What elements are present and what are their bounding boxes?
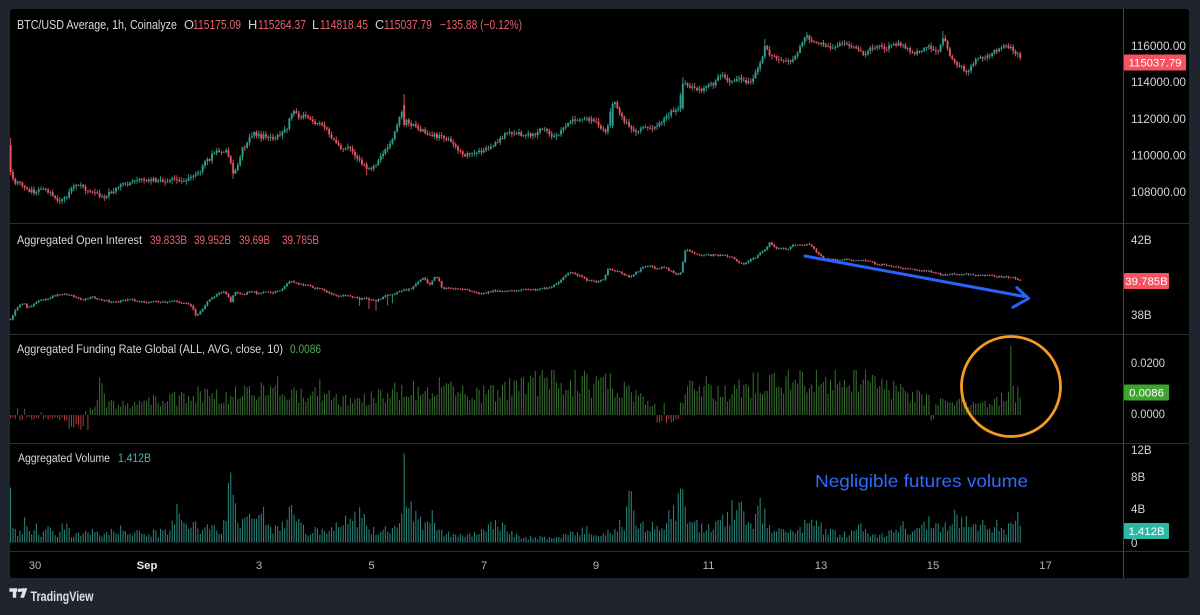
svg-text:O: O [184, 17, 194, 32]
svg-text:BTC/USD Average, 1h, Coinalyze: BTC/USD Average, 1h, Coinalyze [17, 17, 177, 32]
svg-text:13: 13 [815, 560, 828, 572]
svg-text:15: 15 [927, 560, 940, 572]
svg-text:Aggregated Volume: Aggregated Volume [18, 451, 110, 465]
svg-text:39.785B: 39.785B [1125, 276, 1167, 288]
svg-text:17: 17 [1039, 560, 1052, 572]
svg-text:0.0086: 0.0086 [290, 342, 321, 356]
svg-text:115175.09: 115175.09 [193, 17, 241, 32]
svg-text:114000.00: 114000.00 [1131, 76, 1186, 89]
svg-text:30: 30 [29, 560, 42, 572]
svg-text:0.0086: 0.0086 [1129, 388, 1164, 400]
svg-text:0.0000: 0.0000 [1131, 408, 1165, 421]
svg-text:114818.45: 114818.45 [320, 17, 368, 32]
svg-text:39.785B: 39.785B [282, 233, 319, 247]
svg-text:Sep: Sep [137, 560, 158, 572]
svg-text:12B: 12B [1131, 444, 1152, 457]
svg-text:1.412B: 1.412B [1128, 526, 1164, 538]
svg-text:C: C [375, 17, 384, 32]
svg-text:H: H [248, 17, 257, 32]
svg-text:11: 11 [703, 560, 715, 572]
svg-text:5: 5 [368, 560, 374, 572]
svg-text:1.412B: 1.412B [118, 451, 151, 465]
svg-text:0.0200: 0.0200 [1131, 357, 1165, 370]
svg-text:39.833B: 39.833B [150, 233, 187, 247]
svg-text:0: 0 [1131, 537, 1137, 550]
svg-text:Aggregated Funding Rate Global: Aggregated Funding Rate Global (ALL, AVG… [17, 342, 283, 356]
svg-text:39.952B: 39.952B [194, 233, 231, 247]
svg-text:−135.88 (−0.12%): −135.88 (−0.12%) [440, 17, 522, 32]
svg-text:116000.00: 116000.00 [1131, 40, 1186, 53]
svg-text:3: 3 [256, 560, 262, 572]
svg-text:42B: 42B [1131, 234, 1152, 247]
svg-text:115037.79: 115037.79 [1129, 58, 1182, 70]
svg-text:39.69B: 39.69B [239, 233, 270, 247]
svg-text:115264.37: 115264.37 [258, 17, 306, 32]
svg-text:Negligible futures volume: Negligible futures volume [815, 471, 1028, 491]
svg-text:112000.00: 112000.00 [1131, 113, 1186, 126]
svg-text:7: 7 [481, 560, 487, 572]
svg-text:110000.00: 110000.00 [1131, 150, 1186, 163]
svg-text:8B: 8B [1131, 471, 1145, 484]
svg-text:108000.00: 108000.00 [1131, 186, 1186, 199]
svg-text:4B: 4B [1131, 503, 1145, 516]
svg-text:38B: 38B [1131, 309, 1152, 322]
svg-text:9: 9 [593, 560, 599, 572]
svg-text:TradingView: TradingView [31, 589, 94, 604]
svg-text:L: L [312, 17, 319, 32]
svg-text:Aggregated Open Interest: Aggregated Open Interest [17, 233, 143, 247]
svg-text:115037.79: 115037.79 [384, 17, 432, 32]
